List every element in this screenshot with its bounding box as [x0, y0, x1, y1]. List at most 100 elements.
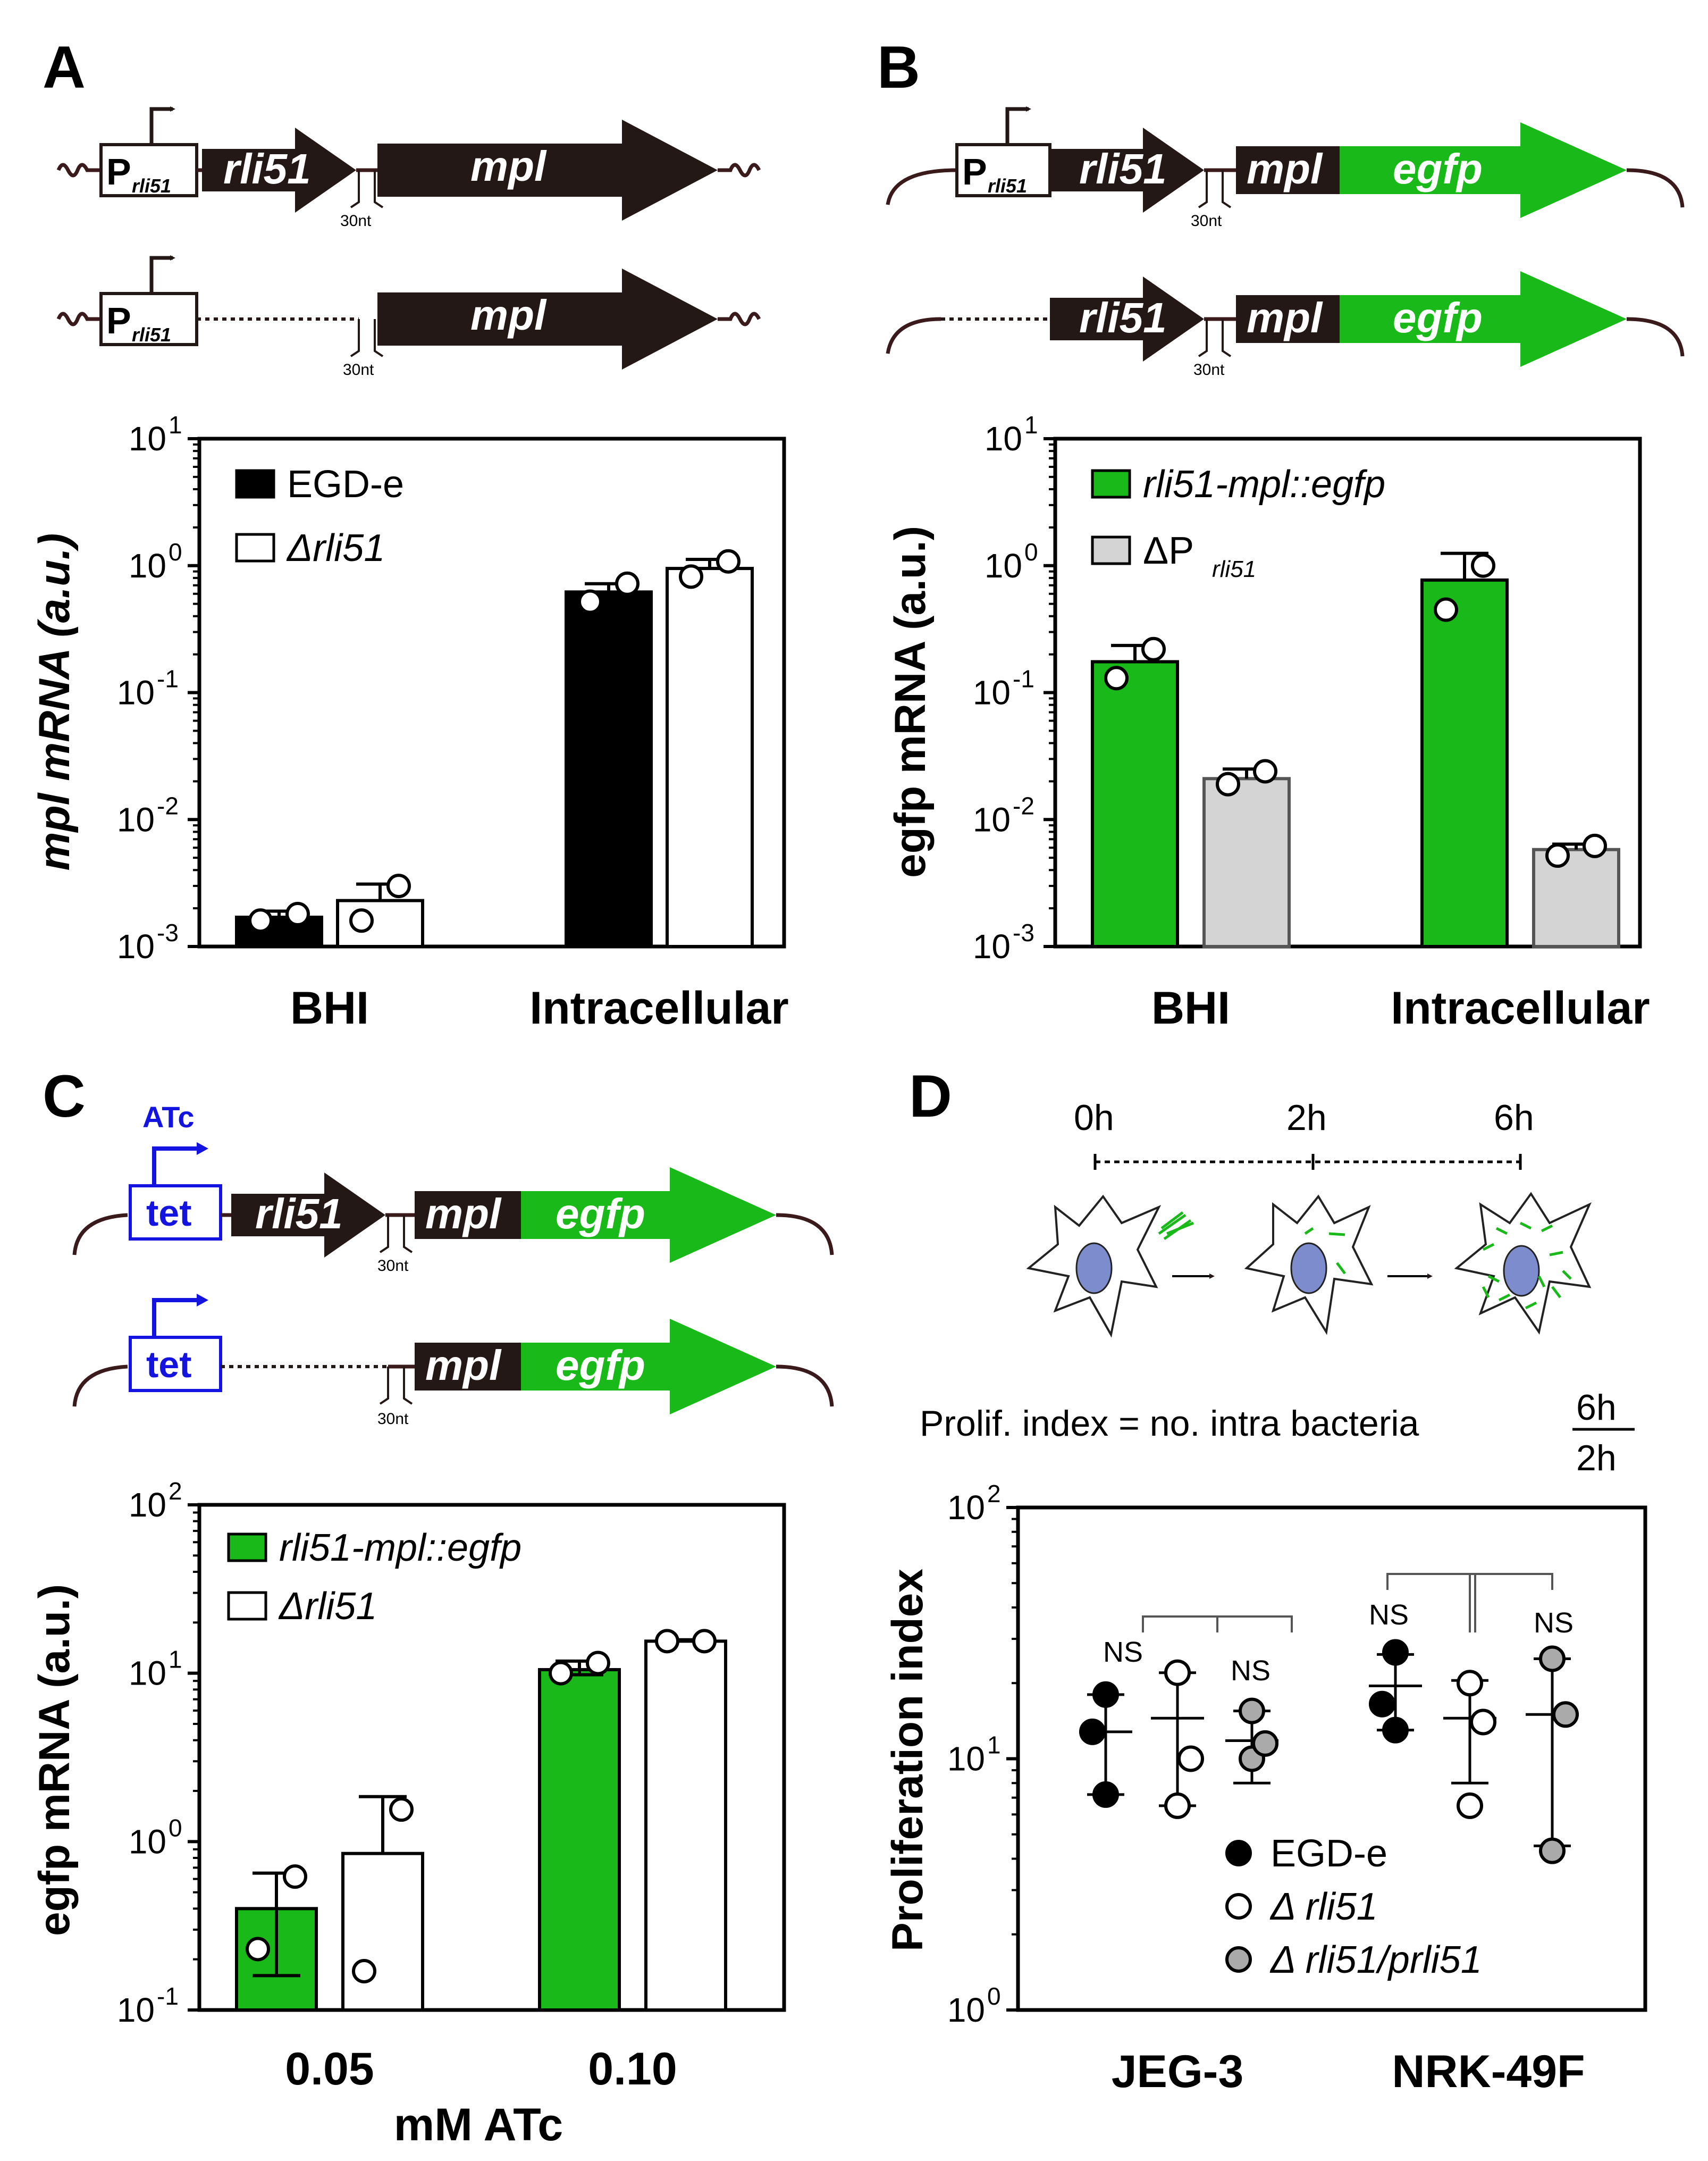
dna-curl-right — [718, 312, 761, 326]
bacteria-entering — [1158, 1211, 1194, 1241]
data-point — [1164, 1792, 1191, 1819]
mpl-gene-label: mpl — [470, 143, 547, 190]
panel-A-constructs: P rli51 rli51 30nt mpl P rli51 30nt mpl — [56, 106, 761, 379]
y-tick-label: 10 — [117, 1991, 155, 2029]
data-point — [352, 1959, 376, 1984]
data-point — [1471, 553, 1495, 578]
spacer-label: 30nt — [1191, 212, 1222, 230]
tet-promoter-label: tet — [146, 1192, 192, 1234]
chart-C: egfp mRNA (a.u.) 0.05 0.10 mM ATc 10 -110… — [30, 1477, 786, 2150]
data-point — [578, 589, 602, 614]
data-point — [1369, 1690, 1395, 1718]
legend-label-EGD-e: EGD-e — [287, 463, 404, 506]
mpl-gene-box — [415, 1191, 521, 1239]
bar — [666, 567, 754, 948]
y-tick-exponent: 1 — [1024, 411, 1038, 439]
egfp-gene-label: egfp — [556, 1342, 645, 1389]
y-tick-exponent: -1 — [157, 1982, 179, 2010]
x-category-BHI: BHI — [290, 983, 369, 1034]
egfp-gene-arrow — [521, 1319, 776, 1414]
y-axis-label: egfp mRNA (a.u.) — [30, 1584, 79, 1936]
y-tick-label: 10 — [947, 1740, 985, 1778]
mpl-gene-label: mpl — [1247, 145, 1323, 192]
tss-arrow — [149, 255, 175, 294]
y-axis-label: egfp mRNA (a.u.) — [886, 526, 935, 878]
timepoint-2h: 2h — [1286, 1098, 1327, 1138]
data-point — [1079, 1718, 1106, 1745]
inducer-label: ATc — [142, 1100, 194, 1134]
egfp-gene-label: egfp — [1393, 294, 1483, 341]
data-point — [1092, 1781, 1119, 1808]
data-point — [1583, 833, 1607, 858]
mpl-gene-box — [1236, 146, 1340, 194]
y-tick-exponent: -2 — [157, 792, 179, 819]
data-point — [679, 564, 703, 589]
y-axis-label: mpl mRNA (a.u.) — [30, 533, 79, 871]
mpl-gene-label: mpl — [470, 291, 547, 339]
timepoint-0h: 0h — [1074, 1098, 1114, 1138]
legend-label-EGD-e: EGD-e — [1271, 1832, 1387, 1875]
spacer-bracket — [379, 1215, 413, 1253]
data-point — [655, 1629, 679, 1654]
x-category-0.10: 0.10 — [588, 2043, 677, 2095]
tss-arrow — [1005, 106, 1031, 145]
panel-B-constructs: P rli51 rli51 30nt mpl egfp rli51 30nt m… — [886, 106, 1685, 379]
bar — [644, 1639, 727, 2012]
y-tick-label: 10 — [985, 420, 1022, 458]
bar — [1202, 777, 1291, 949]
significance-bracket — [1142, 1615, 1293, 1632]
data-point — [1104, 666, 1129, 691]
y-tick-exponent: 1 — [169, 411, 182, 439]
legend-marker-delta-rli51 — [1225, 1893, 1252, 1920]
spacer-bracket — [350, 170, 384, 208]
data-point — [1545, 843, 1570, 868]
dna-curl-left — [56, 312, 100, 326]
x-category-JEG-3: JEG-3 — [1112, 2046, 1244, 2097]
legend-marker-delta-rli51-prli51 — [1225, 1946, 1252, 1973]
y-tick-exponent: -2 — [1013, 792, 1034, 819]
egfp-gene-label: egfp — [556, 1190, 645, 1237]
promoter-subscript: rli51 — [132, 324, 171, 346]
tss-arrow — [149, 106, 175, 145]
mpl-gene-arrow — [377, 269, 718, 370]
y-tick-exponent: -1 — [1013, 665, 1034, 693]
ns-label: NS — [1369, 1599, 1409, 1631]
spacer-bracket — [350, 319, 384, 357]
y-tick-exponent: 1 — [169, 1646, 182, 1673]
x-category-BHI: BHI — [1151, 983, 1230, 1034]
y-tick-label: 10 — [129, 420, 166, 458]
data-point — [1177, 1745, 1204, 1772]
ns-label: NS — [1231, 1655, 1271, 1687]
ns-label: NS — [1103, 1636, 1143, 1668]
data-point — [716, 549, 741, 574]
mpl-gene-box — [1236, 295, 1340, 343]
spacer-bracket — [1198, 319, 1232, 357]
y-tick-exponent: 0 — [169, 1814, 182, 1841]
promoter-label: P — [962, 151, 987, 192]
y-tick-label: 10 — [117, 674, 155, 712]
y-axis-label: Proliferation index — [884, 1569, 932, 1951]
tet-promoter-box — [129, 1336, 222, 1392]
data-point — [586, 1651, 610, 1676]
data-point — [1239, 1697, 1265, 1724]
data-point — [1092, 1681, 1119, 1708]
data-point — [1252, 1730, 1278, 1757]
intracellular-bacteria — [1304, 1227, 1346, 1275]
y-tick-label: 10 — [129, 1486, 166, 1524]
y-tick-exponent: -3 — [157, 919, 179, 947]
egfp-gene-arrow — [1340, 122, 1627, 218]
data-point — [1470, 1708, 1496, 1736]
dna-curl-right — [718, 163, 761, 178]
nucleus — [1503, 1245, 1540, 1297]
legend-swatch-delta-rli51 — [235, 533, 275, 563]
spacer-label: 30nt — [377, 1410, 409, 1428]
rli51-gene-label: rli51 — [255, 1190, 343, 1237]
y-tick-label: 10 — [129, 1654, 166, 1693]
data-point — [1457, 1792, 1483, 1819]
promoter-box — [99, 143, 198, 197]
timepoint-6h: 6h — [1494, 1098, 1534, 1138]
bar — [565, 590, 653, 949]
data-point — [1216, 772, 1240, 797]
promoter-label: P — [106, 300, 131, 341]
panel-label-B: B — [877, 34, 920, 100]
